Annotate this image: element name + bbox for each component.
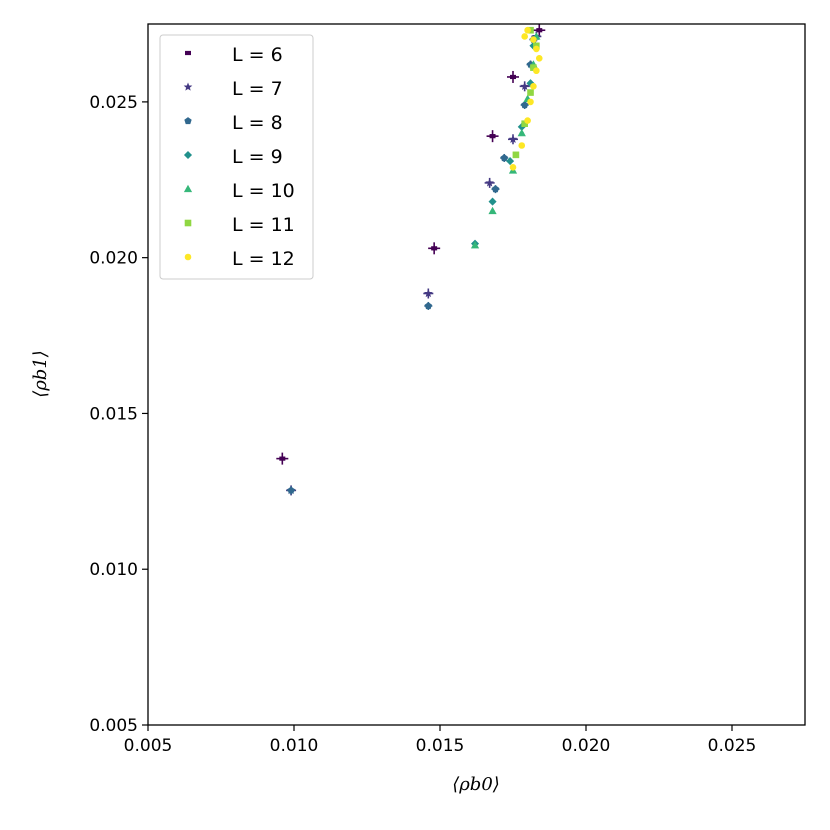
x-tick-label: 0.010 xyxy=(270,736,319,756)
series-9 xyxy=(471,41,538,248)
data-point xyxy=(527,98,534,106)
data-point xyxy=(521,101,529,109)
data-points xyxy=(276,24,546,496)
legend-label: L = 7 xyxy=(232,78,283,100)
data-point xyxy=(287,486,295,494)
legend-label: L = 12 xyxy=(232,248,295,270)
y-tick-label: 0.015 xyxy=(89,404,138,424)
data-point xyxy=(500,154,508,162)
y-tick-label: 0.005 xyxy=(89,716,138,736)
data-point xyxy=(424,288,433,298)
data-point xyxy=(509,74,516,80)
legend: L = 6 L = 7 L = 8 L = 9 L = 10 L = 11 L = 12 xyxy=(159,34,314,280)
x-axis-label-text: ⟨ρb0⟩ xyxy=(452,774,500,795)
x-tick-label: 0.005 xyxy=(124,736,173,756)
y-axis-label: ⟨ρb1⟩ xyxy=(30,350,51,398)
data-point xyxy=(491,185,500,193)
data-point xyxy=(431,246,438,251)
legend-marker xyxy=(184,219,192,227)
y-tick-label: 0.010 xyxy=(89,560,138,580)
legend-label: L = 9 xyxy=(232,146,283,168)
legend-box xyxy=(159,34,314,280)
legend-marker xyxy=(183,150,193,160)
x-axis-label: ⟨ρb0⟩ xyxy=(452,774,500,795)
data-point xyxy=(530,83,537,90)
x-tick-label: 0.015 xyxy=(416,736,465,756)
data-point xyxy=(524,117,531,124)
legend-label: L = 10 xyxy=(232,180,295,202)
data-point xyxy=(518,142,526,149)
legend-marker xyxy=(184,253,192,261)
series-7 xyxy=(286,31,542,496)
data-point xyxy=(530,36,537,43)
series-8 xyxy=(287,35,538,495)
data-point xyxy=(489,134,496,139)
x-axis: 0.005 0.010 0.015 0.020 0.025 xyxy=(124,725,757,756)
data-point xyxy=(517,128,526,137)
data-point xyxy=(521,33,528,40)
legend-marker xyxy=(183,82,193,91)
data-point xyxy=(533,45,540,53)
data-point xyxy=(524,26,531,34)
data-point xyxy=(535,54,543,62)
data-point xyxy=(536,28,543,33)
data-point xyxy=(424,302,432,310)
y-tick-label: 0.025 xyxy=(89,93,138,113)
data-point xyxy=(506,157,515,166)
x-tick-label: 0.020 xyxy=(562,736,611,756)
data-point xyxy=(488,206,497,215)
legend-label: L = 8 xyxy=(232,112,283,134)
data-point xyxy=(527,89,534,96)
legend-marker xyxy=(183,184,193,193)
data-point xyxy=(279,456,286,461)
y-axis-label-text: ⟨ρb1⟩ xyxy=(30,350,51,398)
data-point xyxy=(485,178,494,187)
data-point xyxy=(470,240,480,249)
y-tick-label: 0.020 xyxy=(89,249,138,269)
plot-frame xyxy=(147,23,806,726)
legend-marker xyxy=(184,117,192,125)
series-12 xyxy=(509,26,543,171)
legend-label: L = 11 xyxy=(232,214,295,236)
data-point xyxy=(520,81,529,90)
legend-marker xyxy=(185,50,192,56)
x-tick-label: 0.025 xyxy=(708,736,757,756)
legend-label: L = 6 xyxy=(232,44,283,66)
y-axis: 0.005 0.010 0.015 0.020 0.025 xyxy=(89,93,148,736)
data-point xyxy=(488,197,497,206)
data-point xyxy=(508,134,518,143)
series-6 xyxy=(276,24,546,465)
data-point xyxy=(533,67,540,75)
data-point xyxy=(512,151,520,159)
data-point xyxy=(509,164,517,171)
